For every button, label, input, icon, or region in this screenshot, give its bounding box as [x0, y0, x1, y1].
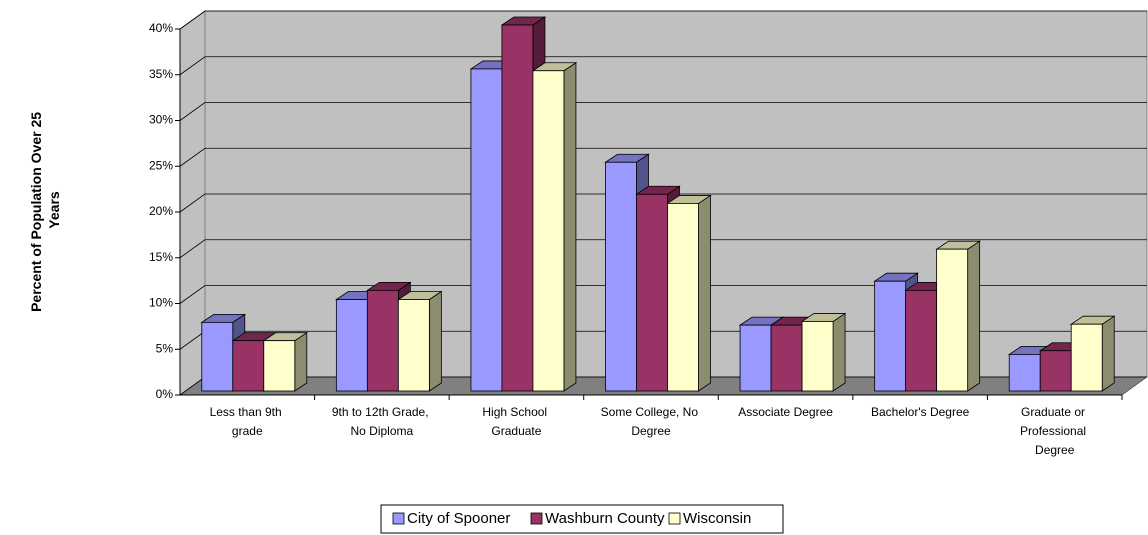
bar-front: [532, 70, 565, 392]
y-axis-title: Percent of Population Over 25 Years: [28, 108, 62, 312]
bar-front: [636, 193, 668, 392]
bar: [666, 194, 712, 392]
legend-swatch: [668, 512, 681, 525]
bar-side: [563, 62, 577, 392]
bar-front: [605, 161, 637, 392]
legend-swatch: [392, 512, 405, 525]
bar: [935, 240, 981, 392]
bar: [1069, 315, 1116, 392]
bar-front: [366, 289, 399, 392]
bar: [769, 316, 816, 392]
y-tick-label: 20%: [149, 204, 173, 218]
x-tick-label: 9th to 12th Grade, No Diploma: [332, 405, 432, 438]
bar-front: [335, 299, 368, 392]
bar-front: [739, 324, 772, 392]
bar-side: [832, 312, 846, 392]
bar-front: [667, 203, 699, 392]
y-tick-label: 15%: [149, 250, 173, 264]
y-tick-label: 35%: [149, 67, 173, 81]
bar-side: [428, 290, 442, 392]
grid-line: [179, 193, 1147, 213]
bar-side: [698, 194, 711, 392]
grid-line: [179, 239, 1147, 259]
legend-text: Wisconsin: [683, 510, 751, 527]
bar-front: [874, 280, 907, 392]
legend-box: [380, 504, 784, 534]
legend-swatch: [530, 512, 543, 525]
grid-line: [179, 10, 1147, 30]
grid-line: [179, 147, 1147, 167]
y-tick-label: 40%: [149, 21, 173, 35]
bar-front: [801, 321, 834, 392]
y-tick-label: 5%: [156, 341, 174, 355]
x-tick-label: Bachelor's Degree: [871, 405, 970, 419]
bar-front: [201, 321, 234, 392]
x-tick-label: Less than 9th grade: [210, 405, 285, 438]
bar-side: [967, 240, 981, 392]
x-tick-label: Graduate or Professional Degree: [1020, 405, 1089, 457]
bar-front: [232, 340, 265, 392]
bar-front: [397, 299, 430, 392]
bar: [531, 62, 578, 392]
bar-front: [1070, 323, 1103, 392]
bar-front: [1039, 350, 1072, 392]
legend-text: City of Spooner: [407, 510, 510, 527]
x-tick-label: Some College, No Degree: [601, 405, 702, 438]
bar-front: [1008, 353, 1041, 392]
bar-front: [263, 340, 296, 392]
bar-front: [501, 24, 534, 392]
grid-line: [179, 285, 1147, 304]
bar-side: [1101, 315, 1115, 392]
grid-line: [179, 56, 1147, 76]
bar: [397, 290, 443, 392]
bar: [800, 312, 847, 392]
y-tick-label: 0%: [156, 387, 174, 401]
y-tick-label: 30%: [149, 113, 173, 127]
y-tick-label: 25%: [149, 158, 173, 172]
bar-front: [470, 68, 503, 392]
x-tick-label: Associate Degree: [738, 405, 833, 419]
bar-front: [936, 248, 969, 392]
grid-line: [179, 102, 1147, 121]
y-tick-label: 10%: [149, 296, 173, 310]
bar-front: [905, 289, 938, 392]
x-tick-label: High School Graduate: [482, 405, 550, 438]
bar-front: [770, 324, 803, 392]
legend-text: Washburn County: [545, 510, 665, 527]
bar: [262, 331, 309, 392]
bar-side: [294, 331, 308, 392]
